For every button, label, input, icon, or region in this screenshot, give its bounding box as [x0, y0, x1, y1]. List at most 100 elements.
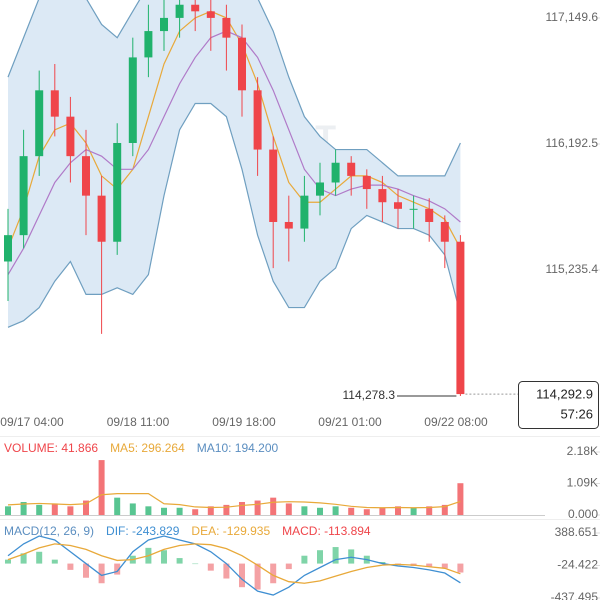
volume-bar — [332, 506, 339, 515]
volume-bar — [129, 503, 136, 515]
volume-bar — [161, 507, 167, 515]
volume-bar — [441, 504, 448, 515]
y-tick-label: 117,149.6 — [546, 10, 599, 24]
candle-body — [378, 189, 387, 203]
volume-bar — [395, 506, 401, 515]
legend-entry: MA10: 194.200 — [197, 441, 279, 455]
bollinger-upper — [7, 0, 461, 177]
macd-bar — [67, 563, 74, 570]
candle-body — [19, 156, 28, 236]
volume-bar — [239, 501, 245, 515]
x-tick-label: 09/17 04:00 — [0, 415, 64, 429]
volume-bar — [51, 503, 58, 515]
candle-body — [4, 235, 12, 262]
x-tick-label: 09/18 11:00 — [107, 415, 170, 429]
y-tick-label: 2.18K — [567, 444, 598, 458]
macd-bar — [83, 563, 89, 578]
volume-bar — [254, 500, 261, 515]
ma-line — [7, 10, 461, 249]
candle-body — [82, 156, 90, 196]
macd-bar — [317, 550, 323, 564]
macd-bar — [301, 555, 308, 564]
legend-entry: VOLUME: 41.866 — [4, 441, 98, 455]
volume-ma — [7, 493, 461, 509]
legend-entry: DIF: -243.829 — [106, 524, 180, 538]
volume-bar — [363, 509, 370, 515]
macd-bar — [457, 563, 464, 573]
x-tick-label: 09/21 01:00 — [318, 415, 382, 429]
candle-body — [50, 90, 59, 117]
macd-bar — [36, 551, 43, 564]
candle-body — [97, 195, 106, 242]
price-box — [518, 381, 599, 429]
macd-bar — [176, 558, 183, 564]
candle-body — [362, 175, 371, 190]
macd-bar — [348, 549, 355, 564]
volume-bar — [301, 506, 308, 515]
x-tick-label: 09/22 08:00 — [424, 415, 488, 429]
macd-bar — [441, 563, 448, 569]
candle-body — [300, 195, 309, 229]
y-tick-label: 1.09K — [567, 476, 598, 490]
bollinger-lower — [7, 102, 461, 328]
candle-body — [128, 57, 137, 143]
candle-body — [347, 162, 356, 176]
candle-body — [66, 116, 75, 157]
volume-bar — [285, 503, 292, 515]
candle-body — [253, 90, 262, 150]
macd-bar — [254, 563, 261, 590]
volume-bar — [114, 497, 121, 515]
macd-bar — [161, 550, 167, 564]
volume-bar — [223, 504, 230, 515]
macd-bar — [192, 563, 199, 565]
candle-body — [191, 4, 200, 12]
macd-bar — [426, 563, 433, 567]
volume-bar — [457, 483, 464, 515]
volume-bar — [317, 507, 323, 515]
volume-bar — [20, 501, 27, 515]
macd-bar — [332, 547, 339, 564]
y-tick-label: 0.000 — [568, 507, 598, 521]
candle-body — [144, 31, 153, 58]
legend-entry: MACD: -113.894 — [282, 524, 371, 538]
macd-bar — [51, 559, 58, 564]
candle-body — [394, 202, 402, 209]
candle-body — [425, 208, 434, 222]
ma-line — [7, 30, 461, 275]
last-price-label: 114,292.9 — [536, 386, 593, 401]
volume-bar — [98, 460, 105, 515]
volume-bar — [145, 506, 152, 515]
candle-body — [269, 149, 278, 222]
macd-bar — [207, 563, 214, 571]
volume-bar — [36, 504, 43, 515]
low-marker-label: 114,278.3 — [343, 388, 396, 402]
macd-bar — [239, 563, 245, 588]
y-tick-label: 115,235.4 — [546, 262, 599, 276]
macd-bar — [270, 563, 277, 584]
volume-bar — [67, 506, 74, 515]
macd-bar — [5, 559, 11, 564]
y-tick-label: 116,192.5 — [546, 136, 599, 150]
volume-bar — [192, 509, 199, 515]
macd-bar — [98, 563, 105, 584]
x-tick-label: 09/19 18:00 — [212, 415, 276, 429]
macd-bar — [223, 563, 230, 579]
legend-entry: MA5: 296.264 — [110, 441, 185, 455]
main-panel — [4, 0, 465, 397]
legend-entry: DEA: -129.935 — [191, 524, 270, 538]
volume-bar — [379, 507, 386, 515]
volume-bar — [207, 506, 214, 515]
candle-body — [206, 11, 215, 18]
macd-bar — [20, 553, 27, 564]
candle-body — [331, 162, 340, 183]
candle-body — [238, 37, 246, 91]
candle-body — [35, 90, 44, 157]
candle-body — [160, 17, 168, 32]
y-tick-label: -437.495 — [551, 590, 599, 600]
y-tick-label: -24.422 — [557, 558, 598, 572]
candle-body — [456, 241, 465, 395]
candle-body — [409, 208, 418, 210]
legend-entry: MACD(12, 26, 9) — [4, 524, 94, 538]
volume-bar — [176, 507, 183, 515]
